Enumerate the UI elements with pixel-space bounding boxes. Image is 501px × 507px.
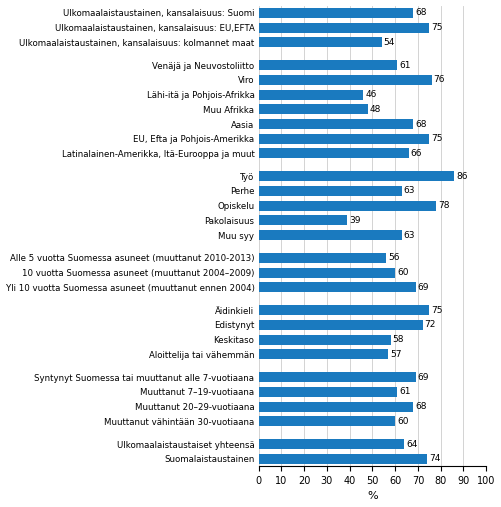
Bar [259,119,413,129]
Text: 61: 61 [399,387,411,396]
Text: 57: 57 [390,350,402,359]
Text: 68: 68 [415,9,427,17]
Bar [259,268,395,278]
Bar [259,215,347,226]
Text: 72: 72 [424,320,436,330]
Text: 75: 75 [431,23,443,32]
Text: 74: 74 [429,454,440,463]
Bar [259,8,413,18]
Bar [259,171,454,182]
Bar [259,38,382,47]
Bar [259,387,397,397]
Text: 46: 46 [365,90,377,99]
Bar [259,349,388,359]
Text: 48: 48 [370,105,381,114]
Bar [259,416,395,426]
Text: 61: 61 [399,61,411,69]
Bar [259,23,429,32]
Text: 64: 64 [406,440,417,449]
Bar [259,372,416,382]
Bar [259,335,391,345]
Text: 78: 78 [438,201,449,210]
Text: 39: 39 [349,216,361,225]
Bar [259,60,397,70]
Bar [259,439,404,449]
Text: 60: 60 [397,268,408,277]
Bar [259,149,409,159]
Bar [259,90,363,99]
Bar [259,320,422,330]
Text: 63: 63 [404,187,415,196]
Text: 75: 75 [431,134,443,143]
Text: 68: 68 [415,402,427,411]
Text: 58: 58 [392,335,404,344]
Bar [259,75,432,85]
Text: 86: 86 [456,172,468,181]
Text: 75: 75 [431,306,443,315]
Bar [259,186,402,196]
X-axis label: %: % [367,491,378,501]
Text: 56: 56 [388,254,399,263]
Text: 76: 76 [433,76,445,84]
Bar [259,402,413,412]
Text: 69: 69 [417,373,429,382]
Text: 69: 69 [417,283,429,292]
Bar [259,305,429,315]
Bar [259,134,429,144]
Text: 66: 66 [411,149,422,158]
Bar [259,104,368,114]
Text: 60: 60 [397,417,408,426]
Bar [259,253,386,263]
Bar [259,201,436,211]
Bar [259,230,402,240]
Bar [259,454,427,464]
Text: 63: 63 [404,231,415,240]
Bar [259,282,416,293]
Text: 54: 54 [383,38,395,47]
Text: 68: 68 [415,120,427,128]
